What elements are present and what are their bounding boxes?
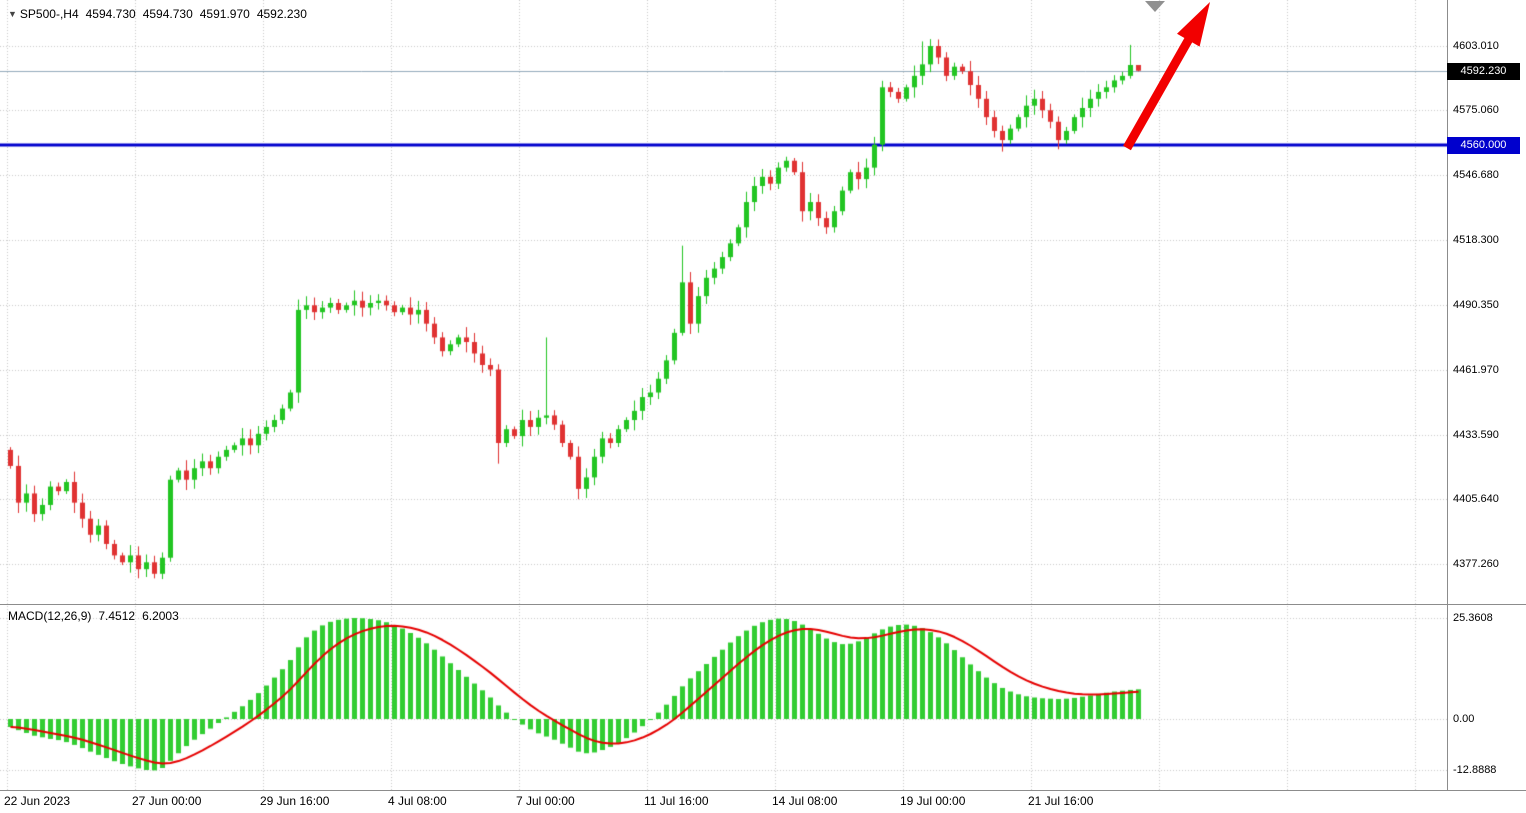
current-price-tag: 4592.230	[1447, 63, 1520, 80]
macd-tick-label: 0.00	[1453, 713, 1475, 725]
support-level-tag: 4560.000	[1447, 137, 1520, 154]
price-tick-label: 4518.300	[1453, 234, 1499, 246]
quote-low: 4591.970	[199, 7, 250, 21]
chart-shift-marker-icon	[1145, 1, 1165, 12]
time-tick-label: 22 Jun 2023	[4, 794, 71, 808]
macd-signal-value: 6.2003	[142, 609, 179, 623]
panel-divider[interactable]	[0, 604, 1526, 605]
symbol-timeframe-label: SP500-,H4	[19, 7, 79, 21]
price-tick-label: 4575.060	[1453, 104, 1499, 116]
time-axis-separator	[0, 790, 1526, 791]
quote-open: 4594.730	[85, 7, 136, 21]
time-tick-label: 21 Jul 16:00	[1028, 794, 1094, 808]
price-axis-separator	[1447, 0, 1448, 790]
time-tick-label: 14 Jul 08:00	[772, 794, 838, 808]
time-tick-label: 4 Jul 08:00	[388, 794, 447, 808]
price-tick-label: 4603.010	[1453, 40, 1499, 52]
macd-main-value: 7.4512	[98, 609, 136, 623]
macd-name: MACD(12,26,9)	[8, 609, 92, 623]
time-axis[interactable]: 22 Jun 2023 27 Jun 00:00 29 Jun 16:00 4 Jul…	[0, 791, 1526, 813]
price-axis[interactable]: 4603.010 4575.060 4546.680 4518.300 4490.350…	[1448, 0, 1526, 604]
price-tick-label: 4461.970	[1453, 364, 1499, 376]
price-tick-label: 4433.590	[1453, 429, 1499, 441]
quote-close: 4592.230	[256, 7, 307, 21]
symbol-header: ▼ SP500-,H4 4594.730 4594.730 4591.970 4592.2…	[8, 7, 307, 21]
time-tick-label: 29 Jun 16:00	[260, 794, 330, 808]
quote-high: 4594.730	[142, 7, 193, 21]
chart-canvas[interactable]	[0, 0, 1447, 790]
time-tick-label: 19 Jul 00:00	[900, 794, 966, 808]
time-tick-label: 7 Jul 00:00	[516, 794, 575, 808]
price-tick-label: 4546.680	[1453, 169, 1499, 181]
macd-indicator-label: MACD(12,26,9) 7.4512 6.2003	[8, 609, 179, 623]
time-tick-label: 11 Jul 16:00	[644, 794, 709, 808]
macd-tick-label: 25.3608	[1453, 612, 1493, 624]
time-tick-label: 27 Jun 00:00	[132, 794, 202, 808]
macd-axis[interactable]: 25.3608 0.00 -12.8888	[1448, 605, 1526, 790]
price-tick-label: 4405.640	[1453, 493, 1499, 505]
price-tick-label: 4490.350	[1453, 299, 1499, 311]
chart-symbol-icon: ▼	[8, 9, 17, 19]
price-tick-label: 4377.260	[1453, 558, 1499, 570]
macd-tick-label: -12.8888	[1453, 764, 1497, 776]
